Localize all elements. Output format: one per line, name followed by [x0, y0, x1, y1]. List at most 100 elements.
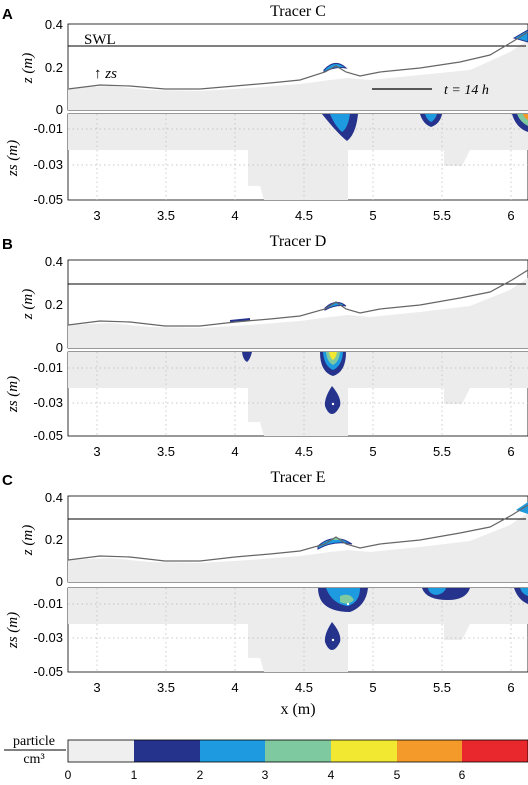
x-tick-labels: 3 3.5 4 4.5 5 5.5 6	[93, 208, 514, 223]
y-axis-label: zs (m)	[5, 376, 21, 413]
depth-background-fill	[68, 588, 528, 672]
x-tick-label: 4	[231, 208, 238, 223]
sub-seabed-fill	[68, 278, 528, 348]
profile-axes: SWL ↑ zs t = 14 h 0.4 0.2 0 z (m)	[20, 17, 528, 117]
colorbar-swatch-1	[134, 740, 200, 762]
y-axis-label: z (m)	[20, 53, 36, 84]
depth-axes: -0.01 -0.03 -0.05 zs (m) 3 3.5 4 4.5 5 5…	[5, 113, 528, 223]
x-tick-label: 3.5	[157, 208, 175, 223]
y-axis-label: z (m)	[20, 525, 36, 556]
surface-tracer-patch	[324, 302, 347, 311]
profile-axes: 0.4 0.2 0 z (m)	[20, 490, 528, 589]
panel-title: Tracer D	[270, 233, 327, 250]
subsurface-tracer-blob	[425, 114, 437, 122]
panel-b: B Tracer D 0.4 0.2 0 z (m)	[2, 233, 528, 459]
panel-letter: B	[2, 236, 13, 253]
x-tick-labels: 3 3.5 4 4.5 5 5.5 6	[93, 680, 514, 695]
y-axis-label: zs (m)	[5, 140, 21, 177]
y-tick-label: -0.03	[33, 395, 63, 410]
y-tick-label: 0.4	[45, 17, 63, 32]
y-tick-label: -0.03	[33, 157, 63, 172]
y-tick-label: -0.05	[33, 192, 63, 207]
y-tick-label: -0.01	[33, 121, 63, 136]
x-axis-label: x (m)	[280, 701, 315, 718]
x-tick-label: 4.5	[295, 444, 313, 459]
panel-c: C Tracer E 0.4 0.2 0 z (m)	[2, 469, 528, 718]
sub-seabed-fill	[68, 40, 528, 110]
depth-axes: -0.01 -0.03 -0.05 zs (m) 3 3.5 4 4.5 5 5…	[5, 351, 528, 459]
grid	[68, 114, 528, 200]
grid	[68, 588, 528, 672]
subsurface-tracer-blob	[523, 114, 528, 120]
colorbar-title-top: particle	[13, 734, 55, 749]
x-tick-label: 5	[369, 680, 376, 695]
x-tick-label: 4.5	[295, 680, 313, 695]
y-tick-label: -0.03	[33, 630, 63, 645]
panel-a: A Tracer C SWL ↑ zs t = 14 h 0.4 0.2 0 z…	[2, 3, 528, 223]
x-tick-label: 6	[507, 444, 514, 459]
subsurface-tracer-blob	[340, 594, 354, 604]
y-tick-label: 0.2	[45, 297, 63, 312]
subsurface-tracer-blob	[242, 352, 252, 362]
tracer-centre-dot	[331, 638, 335, 642]
bed-profile-line	[67, 504, 528, 562]
swl-label: SWL	[84, 32, 116, 48]
bed-profile-line	[67, 31, 528, 90]
y-tick-label: 0	[56, 102, 63, 117]
colorbar-tick-label: 5	[394, 768, 401, 782]
subsurface-tracer-blob	[324, 386, 341, 414]
x-tick-label: 3.5	[157, 680, 175, 695]
time-label: t = 14 h	[444, 83, 489, 98]
x-tick-label: 5	[369, 444, 376, 459]
panel-title: Tracer E	[271, 469, 326, 486]
y-tick-label: 0.4	[45, 254, 63, 269]
colorbar-title-bottom: cm³	[23, 752, 44, 767]
subsurface-tracer-blob	[428, 588, 446, 595]
bed-profile-line	[67, 269, 528, 327]
x-tick-label: 4	[231, 444, 238, 459]
x-tick-label: 3	[93, 444, 100, 459]
subsurface-tracer-blob	[330, 114, 350, 132]
colorbar-swatch-0	[68, 740, 134, 762]
y-tick-label: 0	[56, 340, 63, 355]
depth-background-fill	[68, 114, 528, 200]
colorbar-tick-label: 0	[65, 768, 72, 782]
x-tick-label: 3.5	[157, 444, 175, 459]
y-tick-label: 0	[56, 574, 63, 589]
panel-letter: C	[2, 472, 13, 489]
colorbar-frame	[67, 739, 528, 763]
colorbar: particle cm³ 0 1 2 3 4 5 6	[4, 734, 528, 782]
y-tick-label: 0.4	[45, 490, 63, 505]
y-tick-label: 0.2	[45, 60, 63, 75]
panel-title: Tracer C	[270, 3, 326, 20]
x-tick-label: 5.5	[433, 208, 451, 223]
colorbar-swatch-5	[397, 740, 462, 762]
x-tick-label: 5.5	[433, 444, 451, 459]
x-tick-label: 6	[507, 208, 514, 223]
colorbar-swatch-6	[462, 740, 528, 762]
subsurface-tracer-blob	[324, 622, 341, 650]
colorbar-swatch-2	[200, 740, 265, 762]
subsurface-tracer-blob	[520, 588, 528, 596]
colorbar-tick-label: 2	[197, 768, 204, 782]
colorbar-swatch-4	[331, 740, 397, 762]
profile-axes: 0.4 0.2 0 z (m)	[20, 254, 528, 355]
tracer-centre-dot	[331, 402, 335, 406]
subsurface-tracer-blob	[329, 352, 337, 360]
y-tick-label: -0.01	[33, 596, 63, 611]
x-tick-label: 5.5	[433, 680, 451, 695]
surface-tracer-patch	[317, 538, 353, 550]
x-tick-label: 4.5	[295, 208, 313, 223]
x-tick-label: 6	[507, 680, 514, 695]
y-tick-label: -0.01	[33, 360, 63, 375]
colorbar-swatch-3	[265, 740, 331, 762]
x-tick-labels: 3 3.5 4 4.5 5 5.5 6	[93, 444, 514, 459]
colorbar-tick-label: 3	[262, 768, 269, 782]
y-axis-label: z (m)	[20, 289, 36, 320]
y-axis-label: zs (m)	[5, 612, 21, 649]
y-tick-label: -0.05	[33, 664, 63, 679]
colorbar-tick-label: 6	[459, 768, 466, 782]
x-tick-label: 3	[93, 208, 100, 223]
panel-letter: A	[2, 6, 13, 23]
